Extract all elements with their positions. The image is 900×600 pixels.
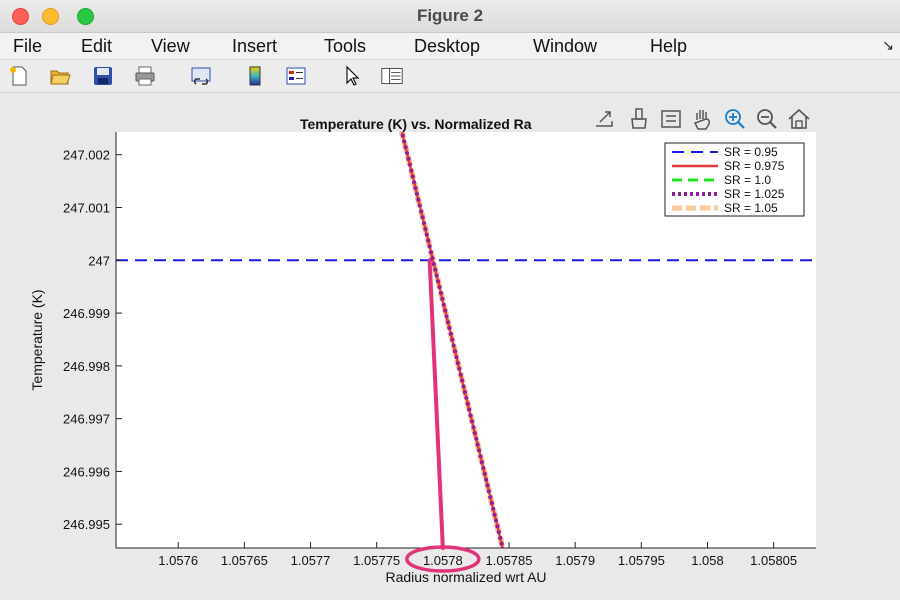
x-tick-label: 1.05775 — [353, 553, 400, 568]
y-tick-label: 247.001 — [63, 200, 110, 215]
home-icon[interactable] — [786, 106, 812, 132]
x-tick-label: 1.05765 — [221, 553, 268, 568]
x-axis-label: Radius normalized wrt AU — [385, 569, 546, 585]
y-axis-label: Temperature (K) — [29, 289, 45, 390]
save-icon[interactable] — [92, 65, 114, 87]
x-tick-label: 1.05805 — [750, 553, 797, 568]
chart-title: Temperature (K) vs. Normalized Ra — [300, 116, 532, 132]
minimize-window-button[interactable] — [42, 8, 59, 25]
close-window-button[interactable] — [12, 8, 29, 25]
x-tick-label: 1.0579 — [555, 553, 595, 568]
menu-desktop[interactable]: Desktop — [414, 36, 481, 56]
series-line-3 — [399, 132, 505, 548]
menu-help[interactable]: Help — [650, 36, 688, 56]
data-tips-icon[interactable] — [658, 106, 684, 132]
x-tick-label: 1.058 — [691, 553, 724, 568]
dock-arrow-icon[interactable]: ↘ — [882, 37, 894, 53]
zoom-out-icon[interactable] — [754, 106, 780, 132]
print-icon[interactable] — [134, 65, 156, 87]
brush-icon[interactable] — [626, 106, 652, 132]
figure-toolbar — [0, 60, 900, 93]
new-figure-icon[interactable] — [8, 65, 30, 87]
legend-label: SR = 0.95 — [724, 145, 778, 159]
property-inspector-icon[interactable] — [381, 65, 403, 87]
x-tick-label: 1.05795 — [618, 553, 665, 568]
open-file-icon[interactable] — [49, 65, 71, 87]
window-titlebar: Figure 2 — [0, 0, 900, 33]
pointer-icon[interactable] — [342, 65, 364, 87]
annotation-ellipse — [405, 545, 481, 573]
legend-label: SR = 1.025 — [724, 187, 785, 201]
menu-window[interactable]: Window — [533, 36, 598, 56]
annotation-arrow — [427, 258, 445, 550]
legend-icon[interactable] — [285, 65, 307, 87]
menu-view[interactable]: View — [151, 36, 190, 56]
x-tick-label: 1.0576 — [158, 553, 198, 568]
y-tick-label: 246.997 — [63, 412, 110, 427]
window-title: Figure 2 — [416, 6, 484, 25]
menu-file[interactable]: File — [13, 36, 43, 56]
legend-label: SR = 1.05 — [724, 201, 778, 215]
link-plot-icon[interactable] — [190, 65, 212, 87]
export-icon[interactable] — [592, 106, 618, 132]
colorbar-icon[interactable] — [244, 65, 266, 87]
menu-insert[interactable]: Insert — [232, 36, 278, 56]
y-tick-label: 247 — [88, 253, 110, 268]
menu-tools[interactable]: Tools — [324, 36, 367, 56]
x-tick-label: 1.05785 — [486, 553, 533, 568]
axes-toolbar — [590, 106, 820, 132]
maximize-window-button[interactable] — [77, 8, 94, 25]
menu-edit[interactable]: Edit — [81, 36, 113, 56]
y-tick-label: 246.998 — [63, 359, 110, 374]
legend-label: SR = 1.0 — [724, 173, 771, 187]
x-tick-label: 1.0577 — [291, 553, 331, 568]
pan-icon[interactable] — [690, 106, 716, 132]
zoom-in-icon[interactable] — [722, 106, 748, 132]
x-tick-label: 1.0578 — [423, 553, 463, 568]
menu-bar: File Edit View Insert Tools Desktop Wind… — [0, 33, 900, 60]
legend-label: SR = 0.975 — [724, 159, 785, 173]
y-tick-label: 246.999 — [63, 306, 110, 321]
y-tick-label: 246.995 — [63, 517, 110, 532]
y-tick-label: 246.996 — [63, 464, 110, 479]
y-tick-label: 247.002 — [63, 148, 110, 163]
